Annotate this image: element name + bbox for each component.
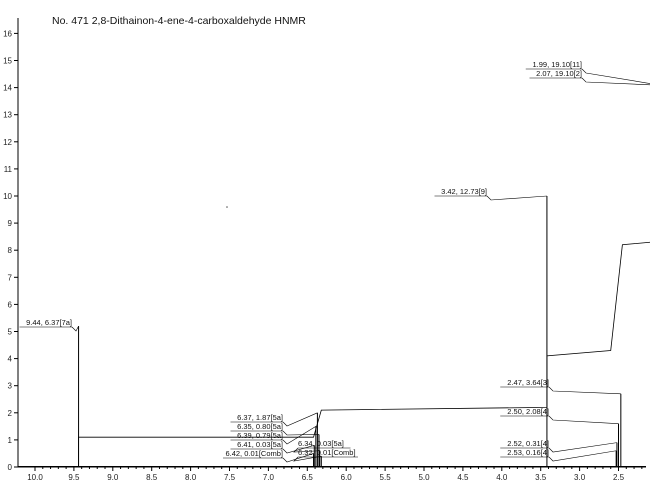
peak-label: 2.07, 19.10[2] bbox=[536, 69, 582, 78]
peak-label-leader bbox=[581, 68, 650, 84]
x-tick-label: 9.5 bbox=[68, 473, 80, 482]
peak-label-leader bbox=[293, 455, 322, 462]
y-tick-label: 7 bbox=[8, 273, 13, 282]
peak-label-leader bbox=[71, 325, 79, 332]
peak-label-leader bbox=[282, 453, 314, 463]
peak-label: 6.32, 0.01[Comb] bbox=[298, 448, 356, 457]
peak-label: 1.99, 19.10[11] bbox=[533, 60, 583, 69]
peak-label-leader bbox=[282, 412, 318, 427]
peak-label-leader bbox=[548, 415, 619, 424]
peak-labels-layer: 9.44, 6.37[7a] 6.42, 0.01[Comb]6.41, 0.03… bbox=[19, 60, 650, 463]
x-tick-label: 2.5 bbox=[613, 473, 625, 482]
peak-label: 6.42, 0.01[Comb] bbox=[225, 449, 283, 458]
integral-curve-layer bbox=[19, 241, 650, 468]
y-tick-label: 6 bbox=[8, 300, 13, 309]
integral-curve bbox=[19, 241, 650, 468]
y-tick-label: 5 bbox=[8, 328, 13, 337]
y-tick-label: 8 bbox=[8, 246, 13, 255]
peak-label-leader bbox=[548, 450, 617, 462]
x-tick-label: 4.0 bbox=[496, 473, 508, 482]
stray-dot bbox=[226, 206, 228, 208]
x-tick-label: 4.5 bbox=[457, 473, 469, 482]
y-tick-label: 15 bbox=[3, 57, 12, 66]
x-tick-label: 3.5 bbox=[535, 473, 547, 482]
peak-label-leader bbox=[548, 442, 617, 453]
peak-label: 6.39, 0.79[5a] bbox=[237, 431, 283, 440]
x-tick-label: 9.0 bbox=[107, 473, 119, 482]
peak-label-leader bbox=[282, 430, 319, 436]
peak-label: 6.37, 1.87[5a] bbox=[237, 413, 283, 422]
x-tick-label: 6.5 bbox=[302, 473, 314, 482]
peak-label: 2.52, 0.31[4] bbox=[507, 439, 549, 448]
peak-label-leader bbox=[282, 426, 317, 445]
y-tick-label: 13 bbox=[3, 111, 12, 120]
y-tick-label: 12 bbox=[3, 138, 12, 147]
x-tick-label: 8.0 bbox=[185, 473, 197, 482]
peak-label: 2.53, 0.16[4] bbox=[507, 448, 549, 457]
peak-label: 2.47, 3.64[3] bbox=[507, 378, 549, 387]
x-tick-label: 3.0 bbox=[574, 473, 586, 482]
peak-label: 6.41, 0.03[5a] bbox=[237, 440, 283, 449]
y-tick-label: 3 bbox=[8, 382, 13, 391]
peak-label-leader bbox=[581, 77, 650, 86]
peak-label: 2.50, 2.08[4] bbox=[507, 407, 549, 416]
peak-label: 6.34, 0.03[5a] bbox=[298, 439, 344, 448]
peaks-layer bbox=[18, 196, 646, 467]
y-tick-label: 1 bbox=[8, 436, 13, 445]
peak-label: 3.42, 12.73[9] bbox=[441, 187, 487, 196]
chart-title: No. 471 2,8-Dithainon-4-ene-4-carboxalde… bbox=[52, 15, 306, 27]
x-tick-label: 8.5 bbox=[146, 473, 158, 482]
x-tick-label: 7.0 bbox=[263, 473, 275, 482]
y-tick-label: 4 bbox=[8, 355, 13, 364]
x-tick-label: 5.5 bbox=[380, 473, 392, 482]
x-tick-label: 10.0 bbox=[27, 473, 43, 482]
y-tick-label: 16 bbox=[3, 29, 12, 38]
x-tick-label: 7.5 bbox=[224, 473, 236, 482]
peak-label-leader bbox=[486, 195, 547, 201]
peak-label-leader bbox=[293, 447, 320, 453]
x-tick-label: 6.0 bbox=[341, 473, 353, 482]
y-tick-label: 2 bbox=[8, 409, 13, 418]
peak-label: 6.35, 0.80[5a] bbox=[237, 422, 283, 431]
y-tick-label: 14 bbox=[3, 84, 12, 93]
y-tick-label: 9 bbox=[8, 219, 13, 228]
x-axis-ticks: 10.0 9.5 9.0 8.5 8.0 7.5 7.0 6.5 6.0 5.5 5.0 4.5 4.0… bbox=[27, 467, 643, 482]
x-tick-label: 5.0 bbox=[418, 473, 430, 482]
peak-label: 9.44, 6.37[7a] bbox=[26, 318, 72, 327]
y-tick-label: 11 bbox=[4, 165, 13, 174]
peak-label-leader bbox=[548, 386, 621, 395]
y-tick-label: 0 bbox=[8, 463, 13, 472]
y-tick-label: 10 bbox=[3, 192, 12, 201]
